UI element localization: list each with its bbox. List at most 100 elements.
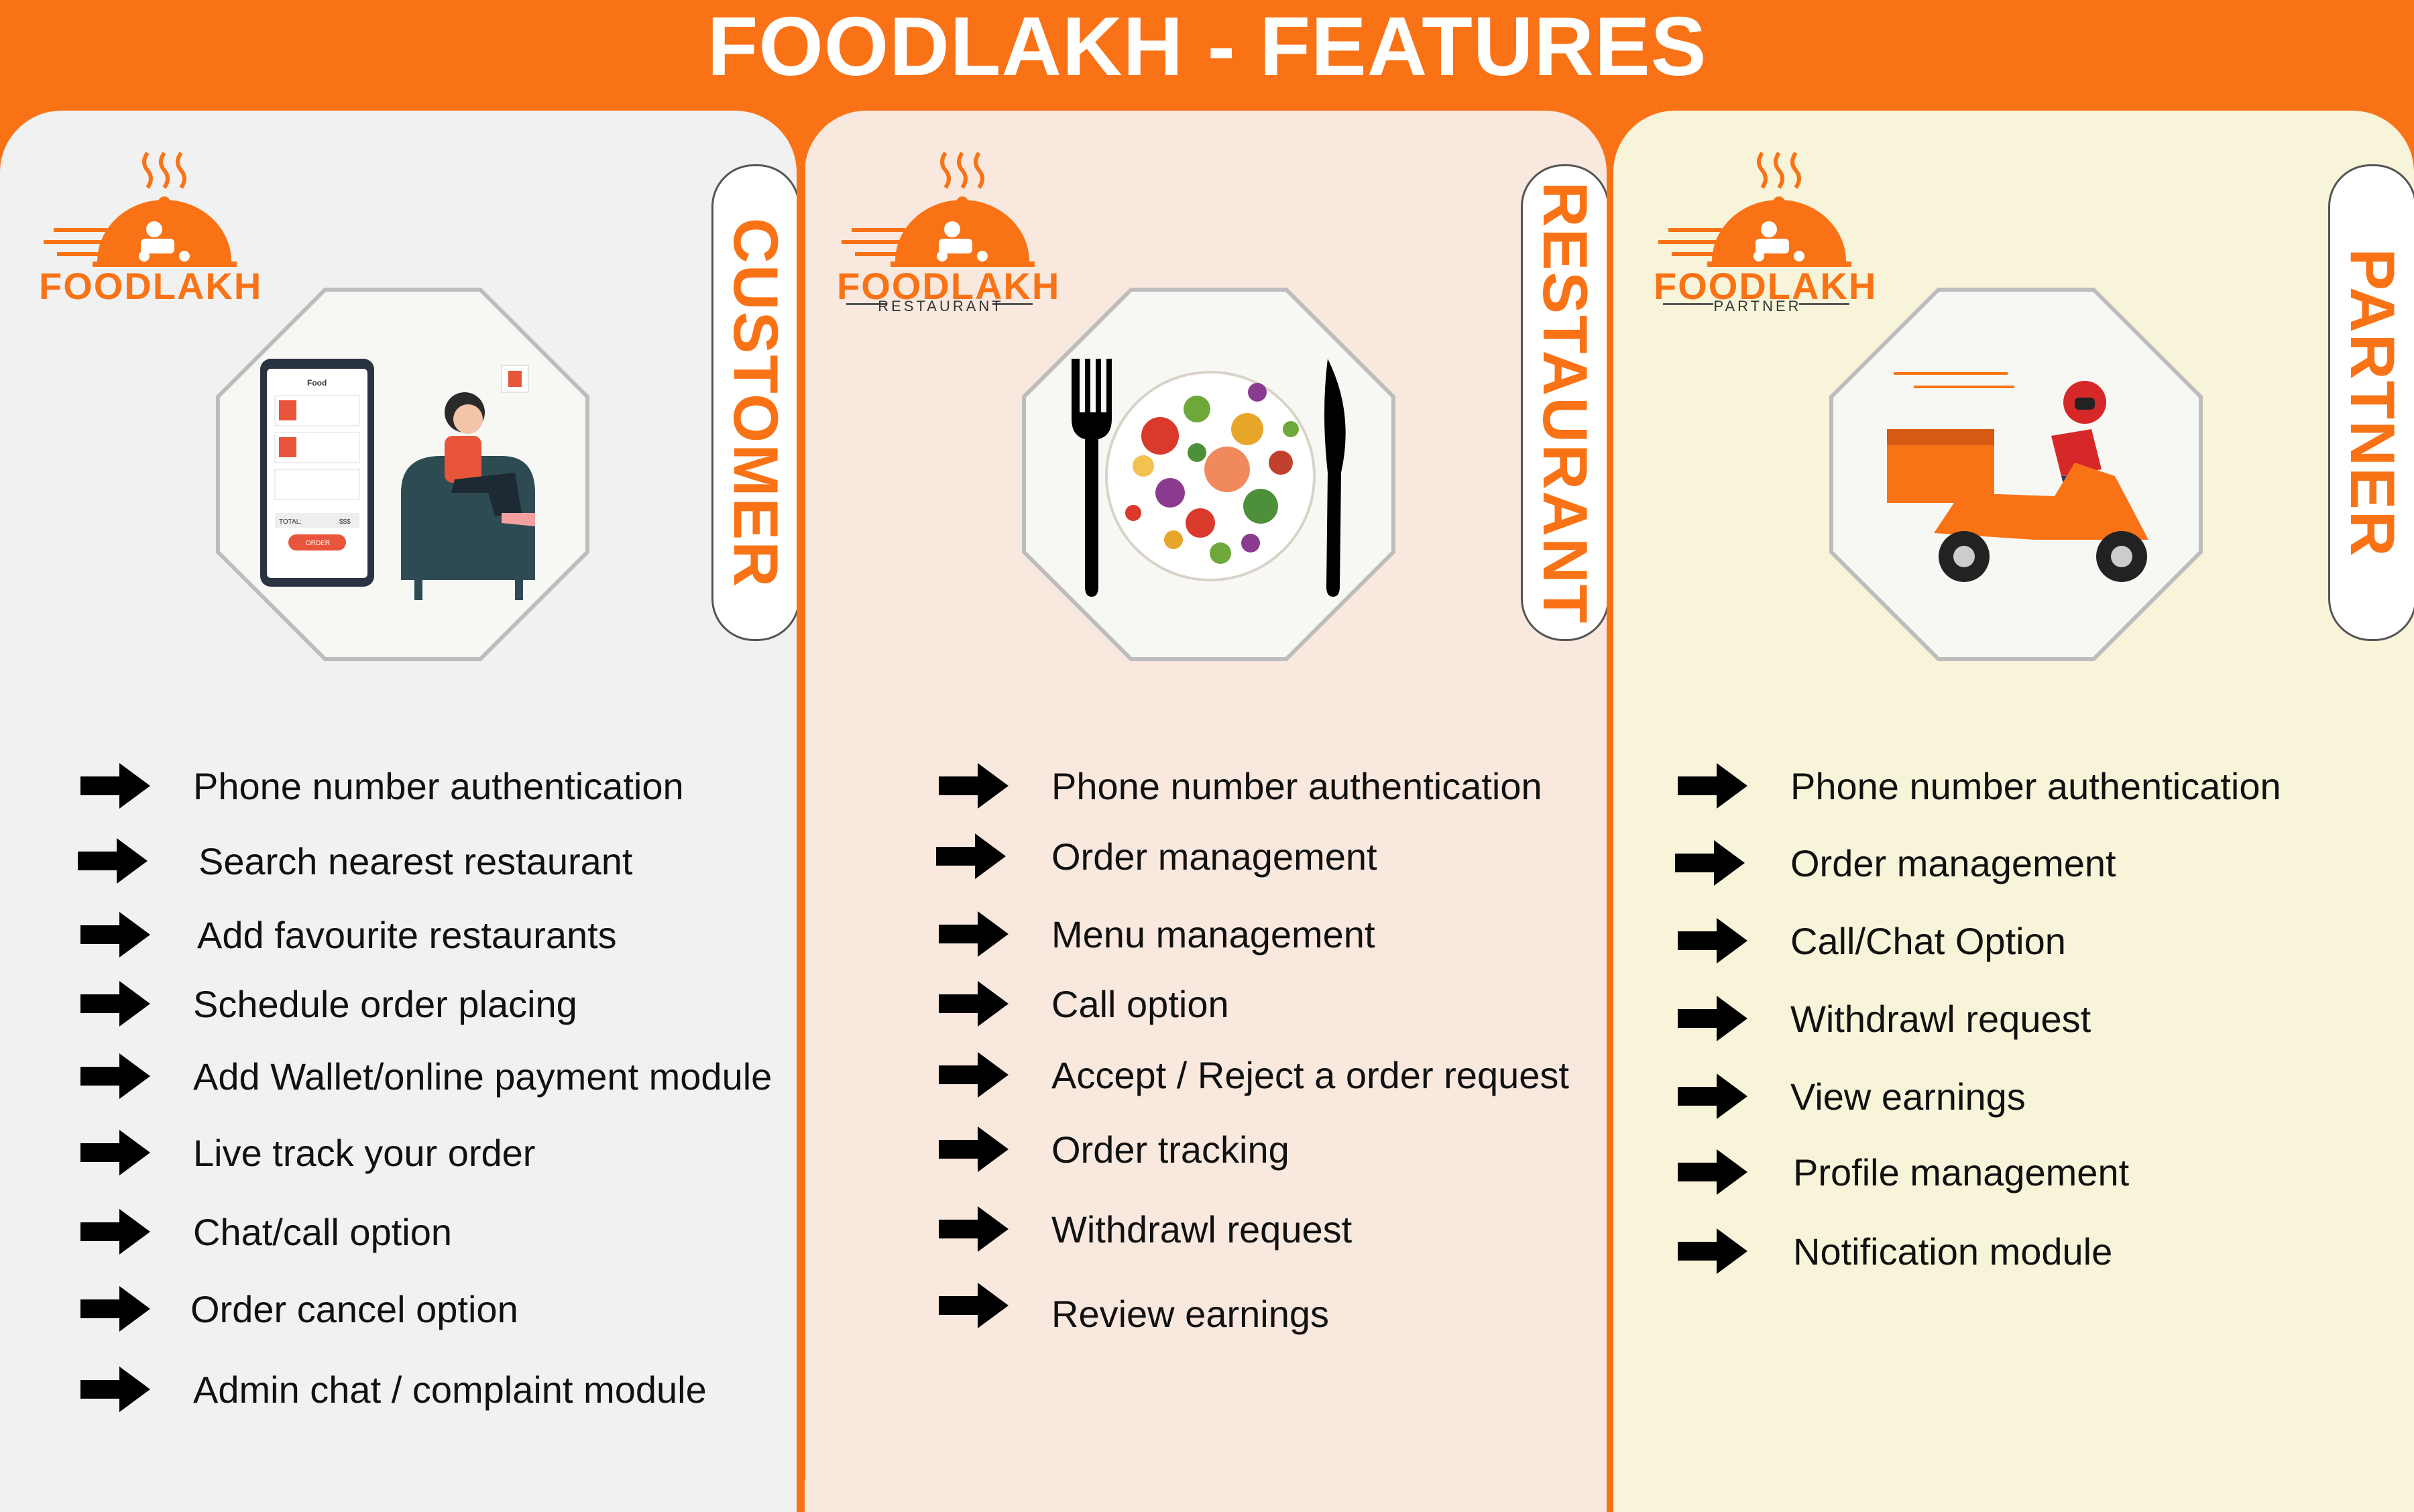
list-item: Withdrawl request <box>939 1202 1352 1256</box>
list-item: Call/Chat Option <box>1678 914 2066 968</box>
restaurant-tab: RESTAURANT <box>1521 164 1607 641</box>
list-item: Notification module <box>1678 1224 2112 1278</box>
arrow-right-icon <box>939 1283 1009 1328</box>
list-item-label: Add Wallet/online payment module <box>193 1055 772 1098</box>
list-item-label: Add favourite restaurants <box>197 913 617 956</box>
arrow-right-icon <box>1678 918 1747 964</box>
list-item: Order tracking <box>939 1122 1289 1176</box>
list-item: Phone number authentication <box>939 759 1542 813</box>
list-item: Order management <box>1675 836 2116 890</box>
list-item-label: Order management <box>1790 841 2116 884</box>
arrow-right-icon <box>80 763 150 809</box>
list-item-label: Withdrawl request <box>1051 1208 1353 1251</box>
list-item: Admin chat / complaint module <box>80 1362 707 1416</box>
list-item-label: Order management <box>1051 835 1377 878</box>
list-item: Menu management <box>939 907 1375 961</box>
arrow-right-icon <box>939 1206 1009 1252</box>
partner-illustration <box>1833 292 2199 657</box>
arrow-right-icon <box>1678 1228 1747 1274</box>
list-item-label: Call option <box>1051 982 1229 1025</box>
arrow-right-icon <box>80 1053 150 1099</box>
list-item-label: Call/Chat Option <box>1790 919 2066 962</box>
list-item-label: Search nearest restaurant <box>198 839 633 882</box>
restaurant-logo: FOODLAKH RESTAURANT <box>831 148 1061 314</box>
arrow-right-icon <box>1678 1149 1747 1195</box>
arrow-right-icon <box>939 981 1009 1027</box>
phone-screen-title: Food <box>307 378 327 388</box>
customer-tab-label: CUSTOMER <box>721 217 791 588</box>
arrow-right-icon <box>80 981 150 1027</box>
arrow-right-icon <box>939 1126 1009 1172</box>
arrow-right-icon <box>78 838 148 884</box>
panel-divider <box>802 111 805 1480</box>
list-item: Profile management <box>1678 1145 2129 1199</box>
arrow-right-icon <box>1678 763 1747 809</box>
list-item: Search nearest restaurant <box>78 834 632 888</box>
customer-logo-brand: FOODLAKH <box>39 265 263 307</box>
list-item: Add Wallet/online payment module <box>80 1049 772 1103</box>
restaurant-logo-subtitle: RESTAURANT <box>878 298 1004 314</box>
list-item: Add favourite restaurants <box>80 908 617 962</box>
partner-tab: PARTNER <box>2328 164 2414 641</box>
total-value: $$$ <box>339 518 351 526</box>
arrow-right-icon <box>80 1366 150 1412</box>
list-item: Call option <box>939 977 1229 1031</box>
arrow-right-icon <box>939 911 1009 957</box>
partner-tab-label: PARTNER <box>2338 247 2408 558</box>
list-item-label: Live track your order <box>193 1131 536 1174</box>
list-item-label: Notification module <box>1793 1230 2113 1273</box>
list-item-label: Order cancel option <box>190 1287 518 1330</box>
arrow-right-icon <box>1678 996 1747 1041</box>
list-item: Live track your order <box>80 1126 535 1179</box>
list-item-label: Chat/call option <box>193 1210 453 1253</box>
panel-divider <box>1609 111 1613 1480</box>
arrow-right-icon <box>80 912 150 957</box>
restaurant-panel: FOODLAKH RESTAURANT RESTAURANT <box>805 111 1607 1512</box>
list-item-label: Order tracking <box>1051 1128 1289 1171</box>
arrow-right-icon <box>1675 840 1745 886</box>
list-item-label: Phone number authentication <box>193 764 684 807</box>
arrow-right-icon <box>1678 1073 1747 1119</box>
arrow-right-icon <box>936 833 1006 879</box>
list-item-label: Review earnings <box>1051 1292 1329 1335</box>
list-item-label: Accept / Reject a order request <box>1051 1053 1569 1096</box>
list-item-label: Profile management <box>1793 1151 2130 1194</box>
list-item: View earnings <box>1678 1069 2026 1123</box>
list-item: Withdrawl request <box>1678 992 2091 1045</box>
partner-logo-brand: FOODLAKH <box>1654 265 1878 307</box>
cloche-scooter-icon <box>842 152 1035 305</box>
arrow-right-icon <box>80 1130 150 1175</box>
list-item: Phone number authentication <box>1678 759 2281 813</box>
customer-logo: FOODLAKH <box>34 148 263 308</box>
cloche-scooter-icon <box>44 152 237 267</box>
list-item: Order cancel option <box>80 1282 518 1336</box>
list-item-label: Phone number authentication <box>1790 764 2281 807</box>
arrow-right-icon <box>80 1209 150 1255</box>
list-item-label: Admin chat / complaint module <box>193 1368 707 1411</box>
total-label: TOTAL: <box>279 518 302 526</box>
customer-tab: CUSTOMER <box>711 164 797 641</box>
partner-logo: FOODLAKH PARTNER <box>1648 148 1878 314</box>
list-item: Order management <box>936 829 1377 883</box>
restaurant-logo-brand: FOODLAKH <box>837 265 1061 307</box>
list-item-label: View earnings <box>1790 1075 2026 1118</box>
restaurant-illustration <box>1026 292 1391 657</box>
order-button-label: ORDER <box>306 540 330 547</box>
partner-logo-subtitle: PARTNER <box>1713 298 1802 314</box>
list-item: Accept / Reject a order request <box>939 1048 1569 1102</box>
list-item: Schedule order placing <box>80 977 577 1031</box>
list-item: Phone number authentication <box>80 759 684 813</box>
restaurant-tab-label: RESTAURANT <box>1530 181 1601 624</box>
customer-illustration: Food TOTAL: $$$ ORDER <box>220 292 585 657</box>
page-title: FOODLAKH - FEATURES <box>707 1 1707 93</box>
customer-panel: FOODLAKH Food TOTAL: $$$ ORDER <box>0 111 797 1512</box>
arrow-right-icon <box>80 1286 150 1332</box>
cloche-scooter-icon <box>1658 152 1851 305</box>
list-item: Chat/call option <box>80 1205 452 1259</box>
partner-panel: FOODLAKH PARTNER PARTNER Phone number au… <box>1613 111 2414 1512</box>
arrow-right-icon <box>939 763 1009 809</box>
list-item-label: Menu management <box>1051 913 1375 955</box>
list-item-label: Phone number authentication <box>1051 764 1542 807</box>
list-item-label: Schedule order placing <box>193 982 577 1025</box>
arrow-right-icon <box>939 1052 1009 1098</box>
